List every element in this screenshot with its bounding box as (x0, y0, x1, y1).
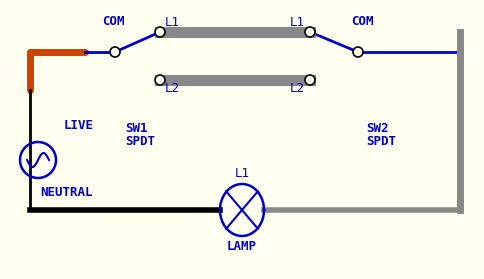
Text: LIVE: LIVE (64, 119, 94, 132)
Text: SPDT: SPDT (125, 135, 155, 148)
Circle shape (305, 27, 315, 37)
Text: L1: L1 (290, 16, 305, 29)
Text: COM: COM (351, 15, 373, 28)
Text: L2: L2 (290, 82, 305, 95)
Text: L1: L1 (165, 16, 180, 29)
Text: SW2: SW2 (366, 122, 389, 135)
Text: SPDT: SPDT (366, 135, 396, 148)
Text: SW1: SW1 (125, 122, 148, 135)
Circle shape (155, 75, 165, 85)
Circle shape (155, 27, 165, 37)
Text: L2: L2 (165, 82, 180, 95)
Circle shape (110, 47, 120, 57)
Circle shape (353, 47, 363, 57)
Text: LAMP: LAMP (227, 240, 257, 253)
Text: COM: COM (102, 15, 124, 28)
Circle shape (305, 75, 315, 85)
Text: L1: L1 (235, 167, 249, 180)
Text: NEUTRAL: NEUTRAL (40, 186, 92, 199)
